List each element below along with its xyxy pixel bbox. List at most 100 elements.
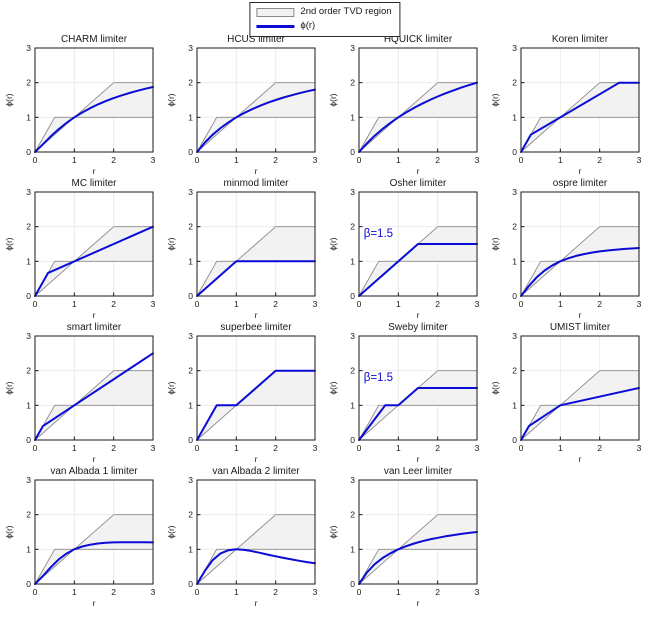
x-tick-label: 1 — [558, 443, 563, 453]
x-tick-label: 2 — [111, 155, 116, 165]
y-tick-label: 1 — [188, 256, 193, 266]
x-tick-label: 2 — [273, 587, 278, 597]
x-tick-label: 0 — [357, 443, 362, 453]
y-tick-label: 3 — [512, 187, 517, 197]
phi-curve — [358, 387, 478, 441]
x-axis-label: r — [93, 598, 96, 606]
x-axis-label: r — [579, 166, 582, 174]
x-tick-label: 1 — [234, 299, 239, 309]
tvd-region — [196, 82, 316, 153]
x-tick-label: 1 — [72, 587, 77, 597]
y-tick-label: 3 — [188, 43, 193, 53]
y-axis-label: ϕ(r) — [328, 237, 338, 250]
x-axis-label: r — [255, 166, 258, 174]
x-axis-label: r — [417, 454, 420, 462]
x-tick-label: 3 — [151, 299, 156, 309]
subplot-mc-limiter: 0 1 2 3 0 1 2 3 MC limiter r ϕ(r) — [1, 174, 163, 320]
x-axis-label: r — [417, 598, 420, 606]
y-tick-label: 2 — [26, 366, 31, 376]
axes-hquick-limiter: 0 1 2 3 0 1 2 3 HQUICK limiter r ϕ(r) — [328, 34, 480, 176]
x-tick-label: 0 — [33, 155, 38, 165]
axes-van-albada-2-limiter: 0 1 2 3 0 1 2 3 van Albada 2 limiter r ϕ(r) — [166, 466, 318, 608]
tvd-region — [34, 82, 154, 153]
x-tick-label: 0 — [519, 443, 524, 453]
x-tick-label: 0 — [519, 299, 524, 309]
x-tick-label: 1 — [72, 299, 77, 309]
y-tick-label: 1 — [26, 400, 31, 410]
x-tick-label: 0 — [195, 443, 200, 453]
phi-curve — [196, 548, 316, 585]
x-tick-label: 0 — [357, 155, 362, 165]
subplot-smart-limiter: 0 1 2 3 0 1 2 3 smart limiter r ϕ(r) — [1, 318, 163, 464]
x-tick-label: 3 — [637, 443, 642, 453]
y-tick-label: 3 — [512, 331, 517, 341]
x-tick-label: 3 — [151, 155, 156, 165]
x-tick-label: 3 — [475, 587, 480, 597]
x-axis-label: r — [255, 598, 258, 606]
phi-curve — [520, 81, 640, 153]
axes-box — [196, 479, 316, 585]
x-tick-label: 1 — [72, 155, 77, 165]
y-tick-label: 0 — [350, 435, 355, 445]
y-axis-label: ϕ(r) — [490, 237, 500, 250]
y-tick-label: 1 — [350, 400, 355, 410]
y-tick-label: 0 — [512, 147, 517, 157]
y-tick-label: 0 — [350, 579, 355, 589]
y-tick-label: 0 — [188, 291, 193, 301]
axes-van-albada-1-limiter: 0 1 2 3 0 1 2 3 van Albada 1 limiter r ϕ(r) — [4, 466, 156, 608]
y-tick-label: 3 — [188, 331, 193, 341]
subplot-van-albada-2-limiter: 0 1 2 3 0 1 2 3 van Albada 2 limiter r ϕ(r) — [163, 462, 325, 608]
axes-box — [358, 479, 478, 585]
x-tick-label: 3 — [313, 443, 318, 453]
subplot-title: Osher limiter — [390, 178, 447, 189]
subplot-title: ospre limiter — [553, 178, 608, 189]
x-tick-label: 2 — [111, 587, 116, 597]
x-tick-label: 2 — [435, 443, 440, 453]
subplot-ospre-limiter: 0 1 2 3 0 1 2 3 ospre limiter r ϕ(r) — [487, 174, 649, 320]
y-tick-label: 2 — [350, 510, 355, 520]
phi-curve — [34, 352, 154, 441]
tvd-region-swatch — [256, 7, 295, 17]
x-tick-label: 1 — [558, 299, 563, 309]
x-axis-label: r — [93, 454, 96, 462]
y-tick-label: 3 — [26, 43, 31, 53]
subplot-title: UMIST limiter — [550, 322, 611, 333]
y-tick-label: 2 — [350, 78, 355, 88]
x-tick-label: 1 — [234, 587, 239, 597]
subplot-minmod-limiter: 0 1 2 3 0 1 2 3 minmod limiter r ϕ(r) — [163, 174, 325, 320]
x-tick-label: 3 — [151, 587, 156, 597]
y-axis-label: ϕ(r) — [328, 381, 338, 394]
y-axis-label: ϕ(r) — [4, 93, 14, 106]
y-tick-label: 1 — [512, 400, 517, 410]
axes-umist-limiter: 0 1 2 3 0 1 2 3 UMIST limiter r ϕ(r) — [490, 322, 642, 464]
subplot-title: van Leer limiter — [384, 466, 453, 477]
y-tick-label: 3 — [350, 331, 355, 341]
subplot-van-leer-limiter: 0 1 2 3 0 1 2 3 van Leer limiter r ϕ(r) — [325, 462, 487, 608]
axes-smart-limiter: 0 1 2 3 0 1 2 3 smart limiter r ϕ(r) — [4, 322, 156, 464]
phi-curve — [358, 243, 478, 297]
beta-annotation: β=1.5 — [364, 372, 393, 384]
x-tick-label: 2 — [273, 155, 278, 165]
axes-box — [34, 335, 154, 441]
subplot-umist-limiter: 0 1 2 3 0 1 2 3 UMIST limiter r ϕ(r) — [487, 318, 649, 464]
subplot-charm-limiter: 0 1 2 3 0 1 2 3 CHARM limiter r ϕ(r) — [1, 30, 163, 176]
y-tick-label: 3 — [188, 475, 193, 485]
x-tick-label: 0 — [519, 155, 524, 165]
y-tick-label: 1 — [350, 544, 355, 554]
y-tick-label: 2 — [188, 78, 193, 88]
axes-box — [358, 191, 478, 297]
y-axis-label: ϕ(r) — [4, 237, 14, 250]
x-tick-label: 0 — [33, 587, 38, 597]
legend-item-phi-curve: ϕ(r) — [256, 20, 391, 32]
x-tick-label: 1 — [234, 443, 239, 453]
y-axis-label: ϕ(r) — [328, 93, 338, 106]
axes-box — [358, 47, 478, 153]
y-tick-label: 2 — [350, 222, 355, 232]
axes-charm-limiter: 0 1 2 3 0 1 2 3 CHARM limiter r ϕ(r) — [4, 34, 156, 176]
y-tick-label: 2 — [512, 78, 517, 88]
x-axis-label: r — [417, 310, 420, 318]
phi-curve — [34, 541, 154, 585]
y-tick-label: 1 — [512, 256, 517, 266]
legend: 2nd order TVD region ϕ(r) — [249, 2, 401, 37]
